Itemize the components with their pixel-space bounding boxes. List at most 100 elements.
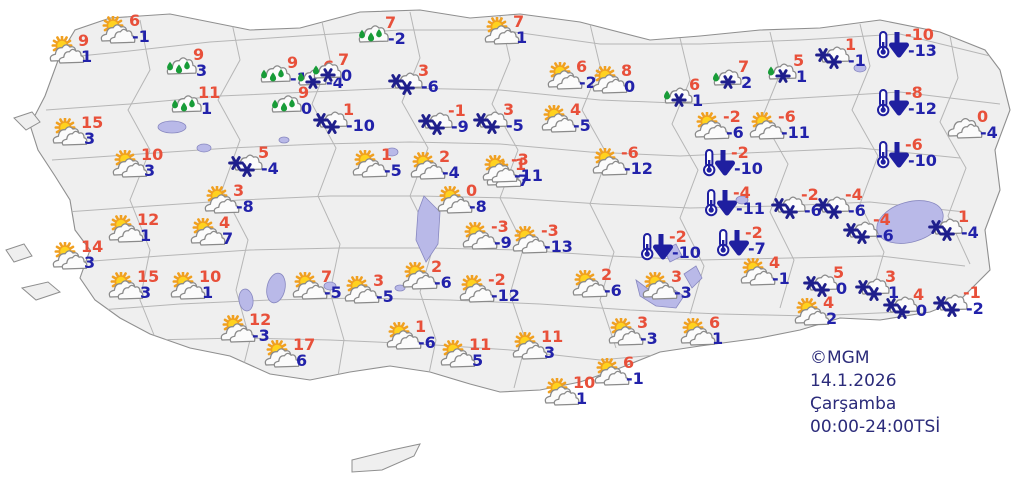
max-temperature: 2 [439, 147, 451, 166]
max-temperature: 4 [913, 285, 925, 304]
min-temperature: -12 [908, 99, 937, 118]
max-temperature: 4 [769, 253, 781, 272]
max-temperature: 1 [958, 207, 970, 226]
min-temperature: -1 [848, 51, 866, 70]
min-temperature: -13 [544, 237, 573, 256]
min-temperature: -11 [736, 199, 765, 218]
min-temperature: 3 [544, 343, 556, 362]
min-temperature: -8 [236, 197, 254, 216]
max-temperature: 5 [793, 51, 805, 70]
min-temperature: 1 [576, 389, 588, 408]
max-temperature: 15 [137, 267, 160, 286]
min-temperature: -10 [346, 116, 375, 135]
max-temperature: 10 [141, 145, 164, 164]
min-temperature: -6 [848, 201, 866, 220]
min-temperature: 5 [472, 351, 484, 370]
max-temperature: 1 [415, 317, 427, 336]
min-temperature: -5 [384, 161, 402, 180]
min-temperature: -6 [421, 77, 439, 96]
max-temperature: 12 [249, 310, 272, 329]
max-temperature: 4 [219, 213, 231, 232]
max-temperature: 3 [233, 181, 245, 200]
max-temperature: -2 [723, 107, 741, 126]
min-temperature: -1 [772, 269, 790, 288]
max-temperature: -4 [733, 183, 751, 202]
min-temperature: -2 [579, 73, 597, 92]
min-temperature: -3 [252, 326, 270, 345]
max-temperature: 10 [199, 267, 222, 286]
max-temperature: 9 [193, 45, 205, 64]
min-temperature: -11 [514, 166, 543, 185]
min-temperature: 7 [518, 171, 530, 190]
min-temperature: 0 [341, 66, 353, 85]
min-temperature: -10 [734, 159, 763, 178]
min-temperature: -1 [132, 27, 150, 46]
min-temperature: -8 [469, 197, 487, 216]
max-temperature: 6 [129, 11, 141, 30]
min-temperature: 1 [796, 67, 808, 86]
max-temperature: 7 [338, 50, 350, 69]
max-temperature: 8 [621, 61, 633, 80]
max-temperature: -3 [511, 150, 529, 169]
min-temperature: 1 [140, 226, 152, 245]
min-temperature: -2 [388, 29, 406, 48]
min-temperature: -6 [876, 226, 894, 245]
max-temperature: 0 [466, 181, 478, 200]
min-temperature: 3 [84, 129, 96, 148]
max-temperature: 4 [823, 293, 835, 312]
max-temperature: -4 [845, 185, 863, 204]
min-temperature: -5 [324, 283, 342, 302]
min-temperature: -6 [434, 273, 452, 292]
max-temperature: 12 [137, 210, 160, 229]
max-temperature: 7 [321, 267, 333, 286]
max-temperature: -3 [491, 217, 509, 236]
max-temperature: -8 [905, 83, 923, 102]
min-temperature: -10 [908, 151, 937, 170]
max-temperature: 2 [431, 257, 443, 276]
min-temperature: -12 [491, 286, 520, 305]
min-temperature: -12 [624, 159, 653, 178]
max-temperature: 6 [709, 313, 721, 332]
min-temperature: -2 [966, 299, 984, 318]
min-temperature: 0 [301, 99, 313, 118]
map-credit-block: ©MGM 14.1.2026 Çarşamba 00:00-24:00TSİ [810, 347, 940, 439]
min-temperature: 2 [826, 309, 838, 328]
max-temperature: -2 [669, 227, 687, 246]
min-temperature: -3 [640, 329, 658, 348]
min-temperature: 6 [296, 351, 308, 370]
max-temperature: 11 [469, 335, 492, 354]
min-temperature: 3 [144, 161, 156, 180]
max-temperature: 15 [81, 113, 104, 132]
max-temperature: 9 [78, 31, 90, 50]
max-temperature: -2 [801, 185, 819, 204]
max-temperature: 1 [845, 35, 857, 54]
max-temperature: 3 [671, 267, 683, 286]
max-temperature: -2 [745, 223, 763, 242]
max-temperature: 6 [623, 353, 635, 372]
min-temperature: -6 [726, 123, 744, 142]
min-temperature: -11 [781, 123, 810, 142]
min-temperature: 1 [712, 329, 724, 348]
max-temperature: 11 [198, 83, 221, 102]
max-temperature: 6 [689, 75, 701, 94]
forecast-period: 00:00-24:00TSİ [810, 417, 941, 437]
min-temperature: 1 [692, 91, 704, 110]
min-temperature: 1 [888, 283, 900, 302]
forecast-weekday: Çarşamba [810, 394, 897, 414]
min-temperature: -1 [626, 369, 644, 388]
min-temperature: 3 [84, 253, 96, 272]
max-temperature: 14 [81, 237, 104, 256]
max-temperature: 7 [385, 13, 397, 32]
max-temperature: 7 [513, 12, 525, 31]
max-temperature: 17 [293, 335, 316, 354]
max-temperature: 11 [541, 327, 564, 346]
provider-label: ©MGM [810, 348, 870, 368]
forecast-date: 14.1.2026 [810, 371, 897, 391]
min-temperature: 0 [836, 279, 848, 298]
min-temperature: -6 [804, 201, 822, 220]
min-temperature: -4 [961, 223, 979, 242]
max-temperature: 7 [738, 57, 750, 76]
min-temperature: 1 [516, 28, 528, 47]
min-temperature: -6 [418, 333, 436, 352]
max-temperature: -6 [778, 107, 796, 126]
